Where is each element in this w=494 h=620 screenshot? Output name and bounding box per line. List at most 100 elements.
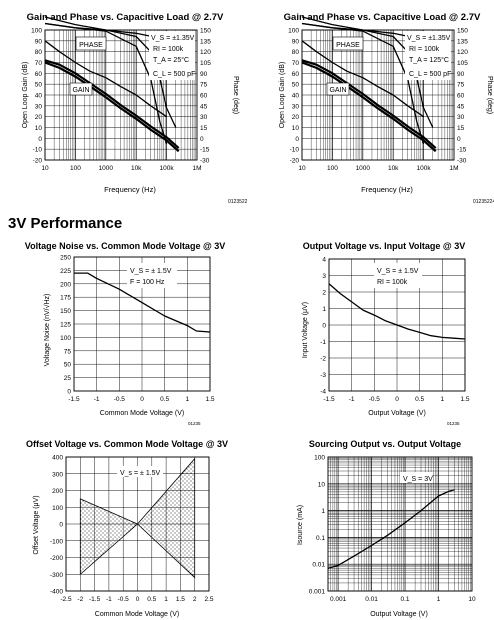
y-tick-label: 200 bbox=[60, 281, 71, 288]
chart-title: Gain and Phase vs. Capacitive Load @ 2.7… bbox=[27, 12, 224, 23]
x-tick-labels: 0.001 0.01 0.1 1 10 bbox=[330, 596, 476, 603]
y-tick-label: 0 bbox=[38, 136, 42, 143]
x-tick-label: 10 bbox=[298, 165, 306, 172]
y2-tick-label: 30 bbox=[200, 114, 208, 121]
series-line bbox=[301, 22, 425, 144]
y2-tick-label: 135 bbox=[457, 38, 468, 45]
annotation-group: V_s = ± 1.5V bbox=[117, 466, 163, 477]
x-axis-label: Frequency (Hz) bbox=[104, 185, 156, 194]
y2-tick-label: 0 bbox=[457, 136, 461, 143]
y-tick-label: -3 bbox=[320, 372, 326, 379]
x-tick-label: 1 bbox=[164, 596, 168, 603]
series-line bbox=[301, 59, 437, 149]
x-tick-labels: -2.5 -2 -1.5 -1 -0.5 0 0.5 1 1.5 2 2.5 bbox=[60, 596, 213, 603]
y-tick-label: -300 bbox=[50, 572, 63, 579]
y-tick-label: 100 bbox=[314, 455, 325, 462]
y-tick-label: 0 bbox=[322, 323, 326, 330]
x-tick-label: 0.01 bbox=[365, 596, 378, 603]
annotation-group: V_S = ± 1.5V F = 100 Hz bbox=[127, 263, 177, 288]
annotation-load: RI = 100k bbox=[377, 279, 408, 286]
annotation-supply: V_S = ± 1.5V bbox=[130, 268, 172, 275]
y-tick-label: -10 bbox=[33, 147, 43, 154]
y2-axis-label: Phase (deg) bbox=[232, 76, 239, 114]
annotation-group: V_S = ± 1.5V RI = 100k bbox=[374, 263, 422, 288]
x-tick-label: 2.5 bbox=[204, 596, 213, 603]
y-tick-label: 90 bbox=[292, 38, 300, 45]
y-tick-label: 10 bbox=[35, 125, 43, 132]
chart-voltage-noise: Voltage Noise vs. Common Mode Voltage @ … bbox=[25, 241, 225, 426]
chart-title: Output Voltage vs. Input Voltage @ 3V bbox=[303, 241, 465, 251]
y-tick-label: 100 bbox=[60, 335, 71, 342]
annotation-group: PHASE GAIN V_S = ±1.35V RI = 100k T_A = … bbox=[326, 31, 451, 96]
y-tick-label: 60 bbox=[35, 71, 43, 78]
y-tick-label: 4 bbox=[322, 257, 326, 264]
y-tick-labels: 4 3 2 1 0 -1 -2 -3 -4 bbox=[320, 257, 326, 396]
chart-offset-voltage: Offset Voltage vs. Common Mode Voltage @… bbox=[26, 439, 228, 618]
x-tick-label: 100 bbox=[70, 165, 81, 172]
annotation-temp: T_A = 125°C bbox=[409, 56, 449, 64]
y-tick-label: 1 bbox=[322, 306, 326, 313]
y-tick-label: 1 bbox=[321, 508, 325, 515]
y2-tick-label: 60 bbox=[200, 93, 208, 100]
y2-tick-label: 90 bbox=[200, 71, 208, 78]
y2-tick-label: 150 bbox=[200, 28, 211, 35]
y-tick-label: 225 bbox=[60, 268, 71, 275]
plot-series bbox=[328, 283, 466, 340]
y-tick-label: -20 bbox=[33, 158, 43, 165]
y-axis-label: Input Voltage (μV) bbox=[302, 302, 309, 358]
section-heading: 3V Performance bbox=[8, 215, 123, 232]
x-axis-label: Output Voltage (V) bbox=[370, 611, 428, 618]
plot-frame bbox=[328, 258, 466, 392]
y2-tick-label: 45 bbox=[457, 103, 465, 110]
x-tick-label: 0 bbox=[140, 396, 144, 403]
y-tick-label: 250 bbox=[60, 255, 71, 262]
plot-series bbox=[327, 489, 455, 570]
y-tick-label: 0.001 bbox=[309, 589, 326, 596]
x-tick-label: -1 bbox=[349, 396, 355, 403]
x-tick-label: 1.5 bbox=[176, 596, 185, 603]
annotation-cap: C_L = 500 pF bbox=[153, 71, 195, 78]
y-tick-label: 60 bbox=[292, 71, 300, 78]
annotation-phase: PHASE bbox=[336, 42, 360, 49]
y-tick-label: 175 bbox=[60, 295, 71, 302]
y-tick-label: 90 bbox=[35, 38, 43, 45]
x-tick-label: -1.5 bbox=[323, 396, 335, 403]
y-axis-label: Offset Voltage (μV) bbox=[33, 495, 40, 554]
series-line bbox=[301, 40, 424, 118]
y-tick-label: 30 bbox=[35, 103, 43, 110]
y2-tick-label: 75 bbox=[457, 82, 465, 89]
x-axis-label: Common Mode Voltage (V) bbox=[100, 410, 184, 417]
y-axis-label: Open Loop Gain (dB) bbox=[279, 62, 286, 129]
annotation-supply: V_s = ± 1.5V bbox=[120, 470, 161, 477]
x-tick-label: 1M bbox=[449, 165, 458, 172]
figure-id: 01235224 bbox=[473, 199, 494, 205]
y-tick-label: 100 bbox=[288, 28, 299, 35]
annotation-load: RI = 100k bbox=[409, 46, 440, 53]
x-tick-label: 100k bbox=[160, 165, 175, 172]
y-tick-label: 100 bbox=[31, 28, 42, 35]
y2-tick-label: 120 bbox=[457, 49, 468, 56]
figure-id: 01235 bbox=[447, 421, 460, 426]
annotation-temp: T_A = 25°C bbox=[153, 56, 189, 64]
y2-tick-label: 75 bbox=[200, 82, 208, 89]
y2-tick-label: 105 bbox=[457, 60, 468, 67]
y2-tick-label: 0 bbox=[200, 136, 204, 143]
x-tick-label: 0 bbox=[395, 396, 399, 403]
chart-title: Gain and Phase vs. Capacitive Load @ 2.7… bbox=[284, 12, 481, 23]
x-tick-label: 0 bbox=[136, 596, 140, 603]
x-tick-label: 1.5 bbox=[205, 396, 214, 403]
x-tick-labels: 10 100 1000 10k 100k 1M bbox=[41, 165, 201, 172]
y-tick-label: 25 bbox=[64, 375, 72, 382]
x-tick-label: 1M bbox=[192, 165, 201, 172]
y-axis-label: Isource (mA) bbox=[297, 505, 304, 545]
y-tick-label: -20 bbox=[290, 158, 300, 165]
annotation-group: PHASE GAIN V_S = ±1.35V RI = 100k T_A = … bbox=[69, 31, 195, 96]
y-tick-label: 300 bbox=[52, 471, 63, 478]
chart-title: Voltage Noise vs. Common Mode Voltage @ … bbox=[25, 241, 225, 251]
y2-tick-label: 135 bbox=[200, 38, 211, 45]
annotation-supply: V_S = ±1.35V bbox=[151, 35, 195, 42]
